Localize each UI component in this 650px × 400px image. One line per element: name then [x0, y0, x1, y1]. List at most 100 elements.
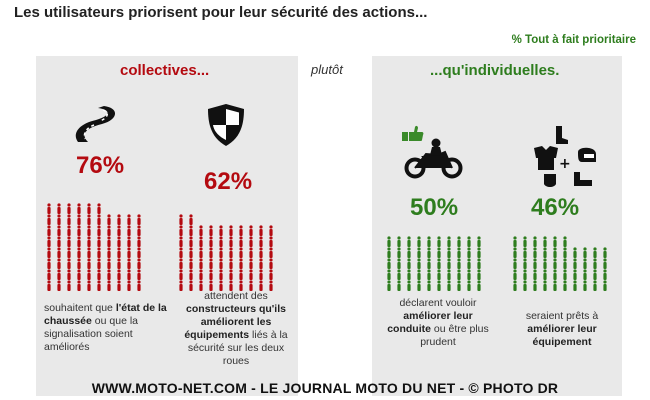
person-figure-4 — [543, 247, 547, 258]
person-figure-4 — [533, 258, 537, 269]
person-figure-3 — [387, 258, 391, 269]
person-figure-4 — [523, 280, 527, 291]
person-figure-3 — [447, 269, 451, 280]
person-figure-1 — [47, 236, 51, 247]
person-figure-4 — [563, 247, 567, 258]
pct-label-2: 62% — [204, 168, 253, 195]
person-figure-1 — [107, 214, 111, 225]
person-figure-3 — [437, 258, 441, 269]
person-figure-4 — [533, 236, 537, 247]
person-figure-2 — [249, 280, 253, 291]
person-figure-2 — [219, 225, 223, 236]
person-figure-4 — [593, 280, 597, 291]
person-figure-1 — [57, 203, 61, 214]
desc-3-c: ou être plus prudent — [420, 323, 489, 348]
person-figure-3 — [447, 247, 451, 258]
person-figure-1 — [67, 214, 71, 225]
person-figure-4 — [533, 269, 537, 280]
person-figure-1 — [87, 203, 91, 214]
person-figure-4 — [523, 247, 527, 258]
person-figure-4 — [573, 280, 577, 291]
person-figure-3 — [387, 280, 391, 291]
person-figure-1 — [77, 269, 81, 280]
person-figure-2 — [259, 247, 263, 258]
person-figure-4 — [573, 258, 577, 269]
person-figure-3 — [467, 258, 471, 269]
person-figure-2 — [179, 269, 183, 280]
person-figure-2 — [219, 247, 223, 258]
person-figure-3 — [457, 269, 461, 280]
person-figure-2 — [239, 225, 243, 236]
person-figure-2 — [179, 236, 183, 247]
person-figure-2 — [249, 236, 253, 247]
person-figure-2 — [229, 280, 233, 291]
person-figure-1 — [87, 247, 91, 258]
person-figure-3 — [467, 247, 471, 258]
person-figure-2 — [249, 225, 253, 236]
person-figure-1 — [97, 258, 101, 269]
person-figure-1 — [97, 214, 101, 225]
person-figure-1 — [87, 214, 91, 225]
person-figure-4 — [533, 280, 537, 291]
person-figure-3 — [387, 247, 391, 258]
person-figure-1 — [47, 280, 51, 291]
person-figure-3 — [417, 247, 421, 258]
person-figure-3 — [387, 269, 391, 280]
person-figure-1 — [87, 280, 91, 291]
person-figure-1 — [47, 214, 51, 225]
person-figure-1 — [107, 258, 111, 269]
person-figure-2 — [259, 236, 263, 247]
person-figure-3 — [477, 280, 481, 291]
person-figure-1 — [67, 258, 71, 269]
person-figure-1 — [77, 236, 81, 247]
person-figure-4 — [513, 258, 517, 269]
person-figure-4 — [573, 247, 577, 258]
person-figure-3 — [407, 236, 411, 247]
person-figure-2 — [239, 280, 243, 291]
person-figure-2 — [209, 269, 213, 280]
person-figure-4 — [523, 269, 527, 280]
person-figure-3 — [427, 247, 431, 258]
desc-2: attendent des constructeurs qu'ils améli… — [177, 290, 295, 368]
person-figure-1 — [47, 269, 51, 280]
person-figure-1 — [87, 236, 91, 247]
person-figure-3 — [437, 236, 441, 247]
person-figure-3 — [457, 236, 461, 247]
desc-4: seraient prêts à améliorer leur équipeme… — [506, 310, 618, 349]
person-figure-3 — [477, 269, 481, 280]
person-figure-2 — [259, 258, 263, 269]
person-figure-1 — [57, 247, 61, 258]
person-figure-3 — [427, 280, 431, 291]
desc-2-a: attendent des — [204, 290, 268, 302]
person-figure-2 — [209, 247, 213, 258]
person-figure-1 — [127, 280, 131, 291]
desc-1-b: l'état de la chaussée — [44, 302, 167, 327]
person-figure-4 — [573, 269, 577, 280]
person-figure-3 — [457, 280, 461, 291]
person-figure-4 — [563, 236, 567, 247]
person-figure-3 — [427, 258, 431, 269]
person-figure-1 — [117, 214, 121, 225]
person-figure-1 — [117, 269, 121, 280]
person-figure-4 — [513, 280, 517, 291]
rider-equipment-icon: + — [534, 126, 596, 187]
person-figure-1 — [127, 236, 131, 247]
pct-label-1: 76% — [76, 152, 125, 179]
person-figure-2 — [249, 247, 253, 258]
person-figure-1 — [107, 225, 111, 236]
person-figure-1 — [97, 280, 101, 291]
motorcycle-thumbs-up-icon — [402, 125, 463, 179]
person-figure-3 — [457, 258, 461, 269]
person-figure-4 — [603, 247, 607, 258]
person-figure-1 — [107, 247, 111, 258]
person-figure-1 — [77, 203, 81, 214]
page-title: Les utilisateurs priorisent pour leur sé… — [14, 4, 428, 21]
person-figure-4 — [553, 269, 557, 280]
person-figure-3 — [447, 258, 451, 269]
person-figure-1 — [137, 269, 141, 280]
pct-label-4: 46% — [531, 194, 580, 221]
person-figure-3 — [447, 280, 451, 291]
person-figure-3 — [467, 236, 471, 247]
person-figure-1 — [97, 236, 101, 247]
desc-4-a: seraient prêts à — [525, 310, 599, 322]
